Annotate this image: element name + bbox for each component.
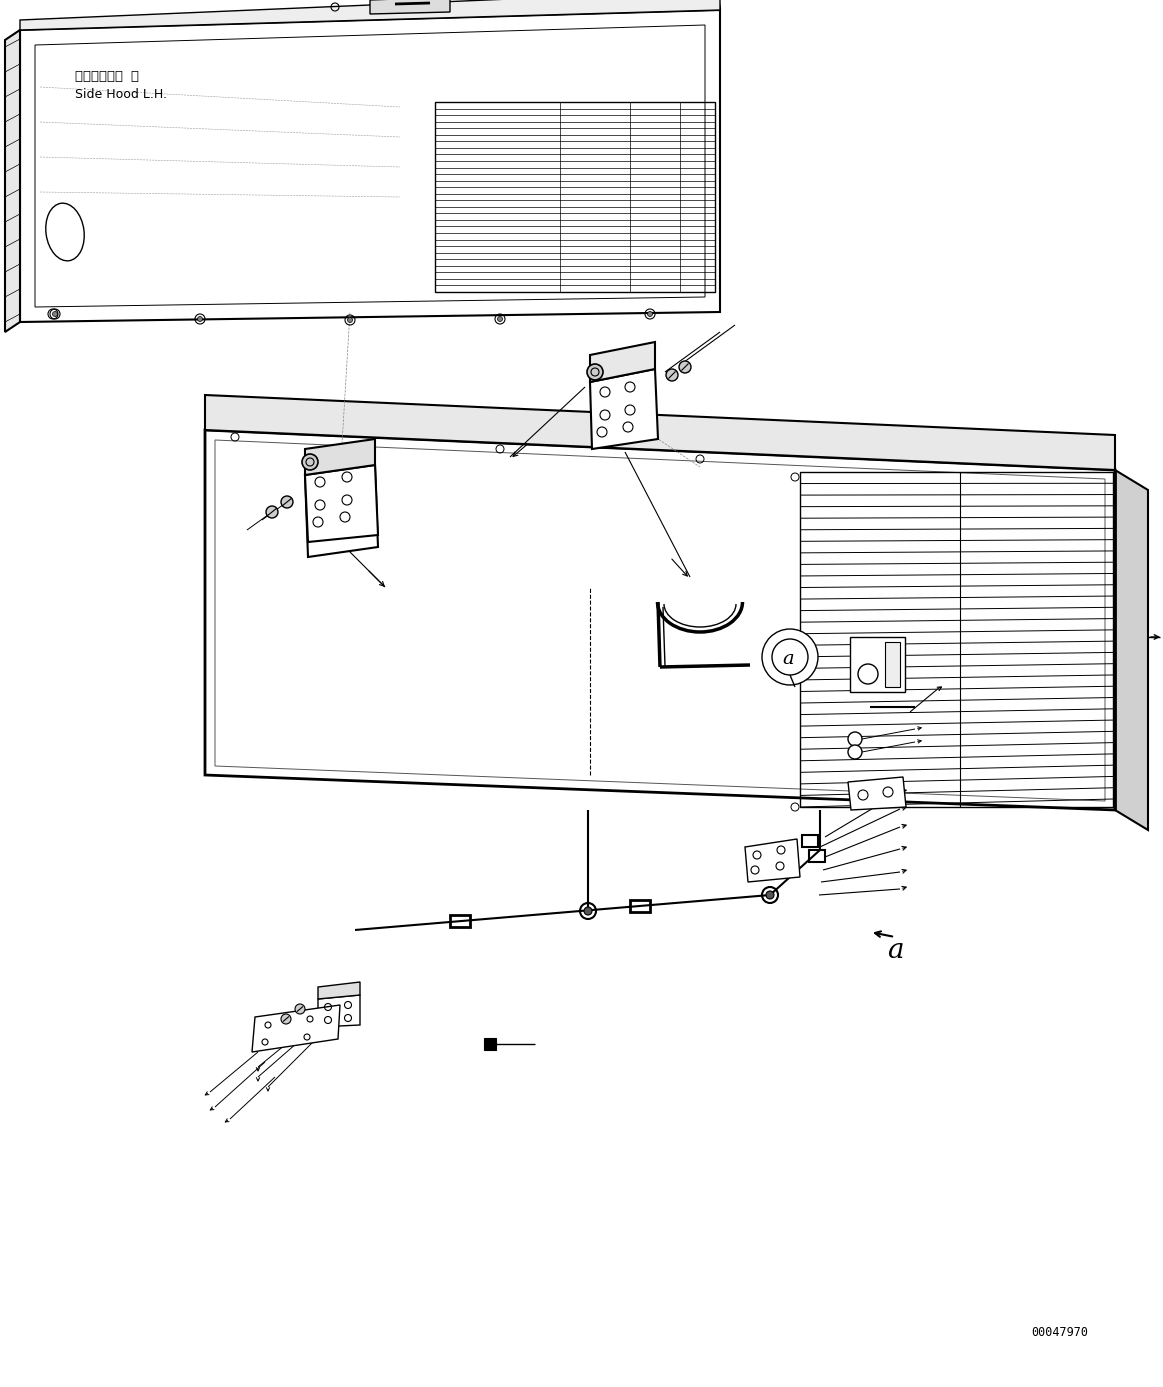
- Polygon shape: [850, 637, 905, 692]
- Polygon shape: [5, 31, 20, 331]
- Polygon shape: [848, 777, 906, 810]
- Circle shape: [295, 1004, 305, 1014]
- Polygon shape: [484, 1037, 495, 1050]
- Circle shape: [52, 312, 57, 316]
- Text: a: a: [886, 936, 904, 964]
- Polygon shape: [590, 343, 655, 381]
- Circle shape: [302, 454, 317, 470]
- Polygon shape: [205, 395, 1115, 470]
- Polygon shape: [590, 369, 658, 449]
- Polygon shape: [370, 0, 450, 14]
- Circle shape: [198, 316, 202, 322]
- Text: Side Hood L.H.: Side Hood L.H.: [74, 89, 167, 101]
- Circle shape: [848, 732, 862, 746]
- Polygon shape: [1115, 470, 1148, 829]
- Circle shape: [587, 363, 602, 380]
- Circle shape: [848, 745, 862, 759]
- Circle shape: [648, 312, 652, 316]
- Circle shape: [584, 907, 592, 915]
- Polygon shape: [205, 430, 1115, 810]
- Polygon shape: [252, 1006, 340, 1051]
- Circle shape: [666, 369, 678, 381]
- Text: 00047970: 00047970: [1032, 1326, 1089, 1338]
- Circle shape: [766, 890, 775, 899]
- Circle shape: [281, 1014, 291, 1024]
- Polygon shape: [745, 839, 800, 882]
- Circle shape: [762, 628, 818, 685]
- Polygon shape: [885, 642, 900, 687]
- Circle shape: [281, 497, 293, 508]
- Polygon shape: [305, 440, 374, 474]
- Circle shape: [498, 316, 502, 322]
- Circle shape: [679, 361, 691, 373]
- Text: a: a: [783, 651, 794, 669]
- Polygon shape: [305, 465, 378, 542]
- Circle shape: [348, 318, 352, 323]
- Polygon shape: [317, 994, 361, 1026]
- Polygon shape: [305, 465, 378, 558]
- Circle shape: [266, 506, 278, 517]
- Ellipse shape: [45, 203, 84, 261]
- Polygon shape: [20, 0, 720, 31]
- Text: サイドフード 左: サイドフード 左: [74, 71, 140, 83]
- Polygon shape: [317, 982, 361, 999]
